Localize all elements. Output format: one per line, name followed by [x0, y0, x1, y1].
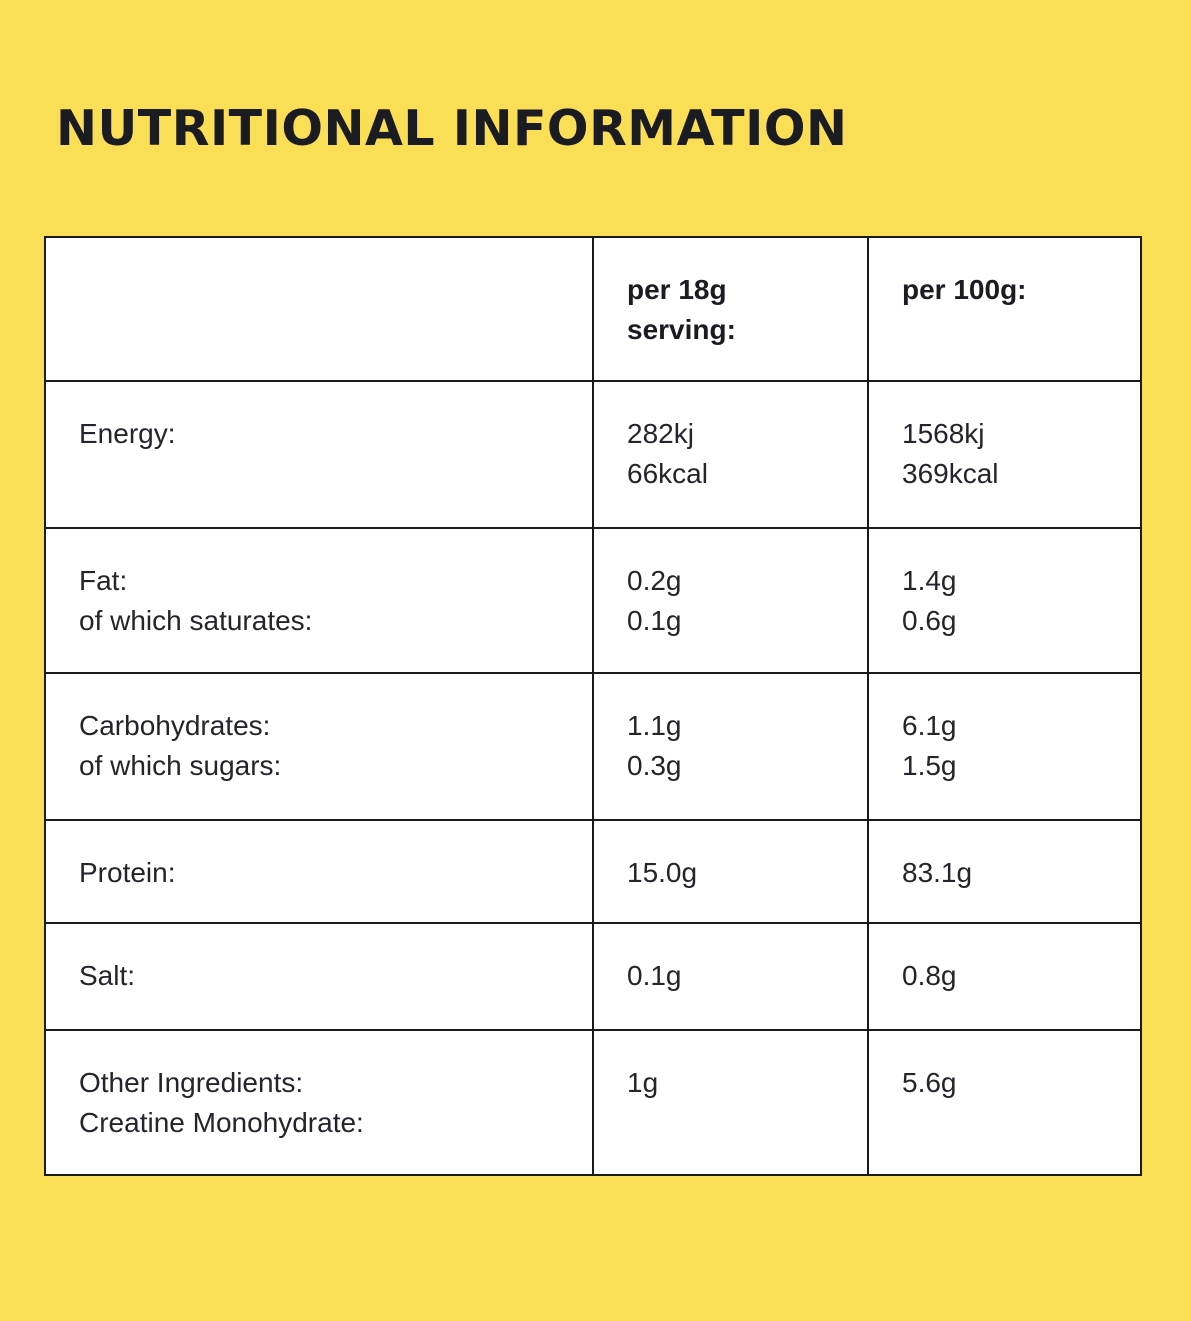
header-per-serving-line2: serving: — [627, 314, 736, 345]
carbs-per100g-cell: 6.1g 1.5g — [867, 672, 1142, 821]
protein-serving-value: 15.0g — [627, 857, 698, 888]
energy-per100g-kj: 1568kj — [902, 418, 985, 449]
header-per-serving-line1: per 18g — [627, 274, 727, 305]
header-cell-per-100g: per 100g: — [867, 236, 1142, 382]
energy-label: Energy: — [79, 418, 176, 449]
energy-label-cell: Energy: — [44, 380, 594, 529]
carbs-serving-value: 1.1g — [627, 710, 682, 741]
other-ingredients-label-cell: Other Ingredients: Creatine Monohydrate: — [44, 1029, 594, 1176]
fat-per100g-value: 1.4g — [902, 565, 957, 596]
salt-label: Salt: — [79, 960, 136, 991]
header-per-100g-line1: per 100g: — [902, 274, 1027, 305]
fat-saturates-per100g-value: 0.6g — [902, 605, 957, 636]
table-row-carbohydrates: Carbohydrates: of which sugars: 1.1g 0.3… — [44, 672, 1142, 821]
energy-serving-kj: 282kj — [627, 418, 694, 449]
protein-per100g-value: 83.1g — [902, 857, 973, 888]
carbs-sugars-label: of which sugars: — [79, 750, 282, 781]
carbs-sugars-serving-value: 0.3g — [627, 750, 682, 781]
protein-label: Protein: — [79, 857, 176, 888]
salt-per100g-cell: 0.8g — [867, 922, 1142, 1031]
salt-serving-cell: 0.1g — [592, 922, 869, 1031]
other-ingredients-serving-value: 1g — [627, 1067, 659, 1098]
fat-per100g-cell: 1.4g 0.6g — [867, 527, 1142, 674]
other-ingredients-per100g-cell: 5.6g — [867, 1029, 1142, 1176]
protein-per100g-cell: 83.1g — [867, 819, 1142, 924]
page-title: NUTRITIONAL INFORMATION — [56, 100, 848, 157]
salt-per100g-value: 0.8g — [902, 960, 957, 991]
table-header-row: per 18g serving: per 100g: — [44, 236, 1142, 382]
other-ingredients-per100g-value: 5.6g — [902, 1067, 957, 1098]
salt-serving-value: 0.1g — [627, 960, 682, 991]
fat-label-cell: Fat: of which saturates: — [44, 527, 594, 674]
fat-serving-cell: 0.2g 0.1g — [592, 527, 869, 674]
carbs-label: Carbohydrates: — [79, 710, 271, 741]
other-ingredients-label: Other Ingredients: — [79, 1067, 304, 1098]
table-row-protein: Protein: 15.0g 83.1g — [44, 819, 1142, 924]
fat-label: Fat: — [79, 565, 128, 596]
carbs-label-cell: Carbohydrates: of which sugars: — [44, 672, 594, 821]
table-row-salt: Salt: 0.1g 0.8g — [44, 922, 1142, 1031]
energy-per100g-cell: 1568kj 369kcal — [867, 380, 1142, 529]
fat-serving-value: 0.2g — [627, 565, 682, 596]
carbs-serving-cell: 1.1g 0.3g — [592, 672, 869, 821]
header-cell-per-serving: per 18g serving: — [592, 236, 869, 382]
table-row-energy: Energy: 282kj 66kcal 1568kj 369kcal — [44, 380, 1142, 529]
energy-serving-cell: 282kj 66kcal — [592, 380, 869, 529]
protein-serving-cell: 15.0g — [592, 819, 869, 924]
salt-label-cell: Salt: — [44, 922, 594, 1031]
header-cell-blank — [44, 236, 594, 382]
fat-saturates-label: of which saturates: — [79, 605, 313, 636]
other-ingredients-serving-cell: 1g — [592, 1029, 869, 1176]
carbs-per100g-value: 6.1g — [902, 710, 957, 741]
protein-label-cell: Protein: — [44, 819, 594, 924]
energy-per100g-kcal: 369kcal — [902, 458, 999, 489]
energy-serving-kcal: 66kcal — [627, 458, 708, 489]
table-row-fat: Fat: of which saturates: 0.2g 0.1g 1.4g … — [44, 527, 1142, 674]
table-row-other-ingredients: Other Ingredients: Creatine Monohydrate:… — [44, 1029, 1142, 1176]
fat-saturates-serving-value: 0.1g — [627, 605, 682, 636]
nutrition-table: per 18g serving: per 100g: Energy: 282kj… — [44, 236, 1142, 1176]
creatine-monohydrate-label: Creatine Monohydrate: — [79, 1107, 364, 1138]
carbs-sugars-per100g-value: 1.5g — [902, 750, 957, 781]
